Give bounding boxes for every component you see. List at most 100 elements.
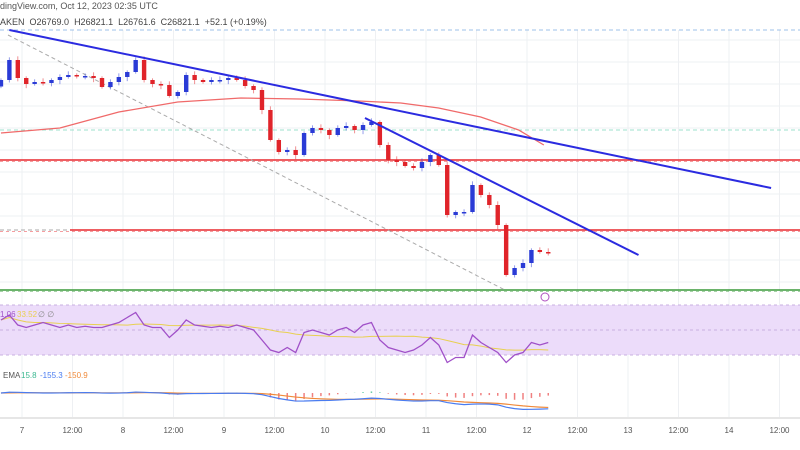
trendline xyxy=(364,117,639,256)
x-tick-label: 14 xyxy=(725,426,734,435)
candle xyxy=(470,181,475,214)
candle xyxy=(487,192,492,209)
x-tick-label: 10 xyxy=(321,426,330,435)
candle-body xyxy=(470,185,475,212)
candle xyxy=(512,265,517,278)
candle-body xyxy=(436,155,441,165)
macd-label: -155.3 xyxy=(40,371,63,380)
candle xyxy=(360,122,366,135)
macd-label: EMA xyxy=(3,371,21,380)
candle xyxy=(394,156,399,167)
candle xyxy=(133,57,138,74)
candle-body xyxy=(99,78,105,87)
candle-body xyxy=(537,250,543,252)
x-tick-label: 12:00 xyxy=(769,426,790,435)
candle xyxy=(66,71,71,79)
candle xyxy=(318,124,324,134)
close-value: C26821.1 xyxy=(160,17,200,27)
macd-label: 15.8 xyxy=(21,371,37,380)
symbol-label: AKEN xyxy=(0,17,25,27)
candle xyxy=(411,163,416,171)
candle-body xyxy=(91,76,96,78)
candle xyxy=(200,78,206,84)
x-tick-label: 11 xyxy=(422,426,431,435)
candle xyxy=(495,201,500,230)
candle xyxy=(285,147,290,156)
candle-body xyxy=(343,126,349,128)
candle xyxy=(546,248,551,256)
candle xyxy=(192,71,197,85)
candle xyxy=(419,158,425,172)
candle xyxy=(40,78,46,86)
candle xyxy=(175,90,180,99)
candle xyxy=(57,74,63,85)
x-tick-label: 12 xyxy=(523,426,532,435)
candle xyxy=(209,77,214,85)
candle-body xyxy=(158,84,164,86)
candle-body xyxy=(200,80,206,82)
candle-body xyxy=(377,122,383,145)
candle-body xyxy=(503,225,509,275)
rsi-label: 1.06 xyxy=(0,310,16,319)
candle xyxy=(99,76,105,89)
rsi-line xyxy=(0,311,549,364)
candle-body xyxy=(461,212,467,214)
candle xyxy=(428,153,433,167)
x-tick-label: 9 xyxy=(222,426,227,435)
x-tick-label: 7 xyxy=(20,426,25,435)
candle xyxy=(369,118,374,127)
candle-body xyxy=(546,252,551,254)
open-value: O26769.0 xyxy=(29,17,70,27)
candle-body xyxy=(251,86,256,90)
candle-body xyxy=(419,162,425,168)
candle-body xyxy=(133,60,138,72)
candle xyxy=(327,128,332,140)
candle xyxy=(0,78,4,89)
x-tick-label: 13 xyxy=(624,426,633,435)
macd-line xyxy=(0,391,549,410)
candle xyxy=(251,84,256,94)
candle xyxy=(453,210,458,219)
candle-body xyxy=(24,78,29,84)
candle-body xyxy=(428,155,433,162)
low-value: L26761.6 xyxy=(118,17,156,27)
candle-body xyxy=(453,212,458,215)
candle-body xyxy=(327,130,332,135)
x-tick-label: 12:00 xyxy=(264,426,285,435)
candle-body xyxy=(360,125,366,130)
candle-body xyxy=(116,77,122,82)
candle-body xyxy=(402,162,408,166)
candle-body xyxy=(495,205,500,225)
candle xyxy=(529,248,534,268)
candle-body xyxy=(259,90,265,110)
candle-body xyxy=(520,263,526,268)
candle xyxy=(343,122,349,131)
candle-body xyxy=(209,80,214,82)
candle-body xyxy=(167,85,172,96)
candle-body xyxy=(369,122,374,125)
high-value: H26821.1 xyxy=(74,17,114,27)
x-tick-label: 12:00 xyxy=(365,426,386,435)
candle xyxy=(259,87,265,115)
candle xyxy=(352,124,357,134)
candle-body xyxy=(32,82,37,84)
moving-average-line xyxy=(0,97,545,146)
change-value: +52.1 (+0.19%) xyxy=(204,17,267,27)
candle-body xyxy=(301,133,307,155)
candle xyxy=(108,79,113,90)
candle-body xyxy=(49,80,54,83)
candle-body xyxy=(217,80,223,82)
candle-body xyxy=(0,80,4,87)
candle-body xyxy=(394,160,399,162)
candle xyxy=(217,76,223,84)
candle xyxy=(445,161,450,218)
candle-body xyxy=(310,128,315,133)
candle-body xyxy=(293,150,298,155)
candle-body xyxy=(242,80,248,86)
candle xyxy=(141,56,147,83)
alert-icon xyxy=(540,292,550,302)
candle-body xyxy=(285,150,290,152)
candle xyxy=(91,72,96,83)
candle-body xyxy=(82,76,88,78)
